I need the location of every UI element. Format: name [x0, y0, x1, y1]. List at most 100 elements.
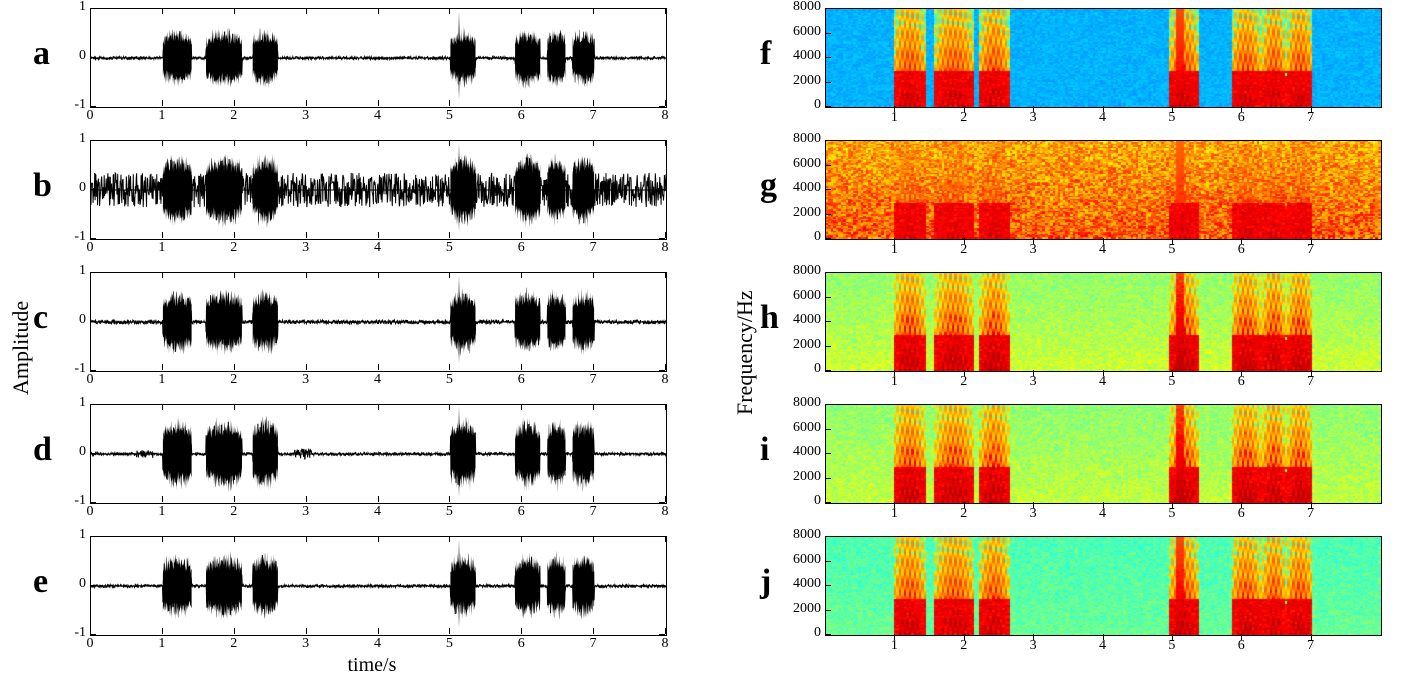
xtick-label: 7 [585, 108, 601, 124]
xtick-label: 1 [886, 506, 902, 522]
xtick-label: 6 [1233, 242, 1249, 258]
ytick-label: 4000 [781, 576, 821, 592]
ytick-label: 0 [781, 493, 821, 509]
xtick-label: 3 [1025, 638, 1041, 654]
xtick-label: 4 [370, 240, 386, 256]
ytick-label: 8000 [781, 131, 821, 147]
xtick-label: 5 [1164, 506, 1180, 522]
xtick-label: 5 [441, 108, 457, 124]
xtick-label: 4 [370, 504, 386, 520]
xtick-label: 2 [956, 110, 972, 126]
xtick-label: 6 [1233, 110, 1249, 126]
spectrogram-plot-f [825, 8, 1382, 108]
waveform-plot-d [90, 404, 667, 504]
xtick-label: 6 [513, 504, 529, 520]
panel-label-h: h [760, 299, 779, 337]
xtick-label: 4 [1095, 506, 1111, 522]
spectrogram-plot-i [825, 404, 1382, 504]
ytick-label: 0 [62, 180, 86, 196]
xtick-label: 3 [298, 372, 314, 388]
xtick-label: 4 [370, 108, 386, 124]
ytick-label: 0 [781, 361, 821, 377]
xtick-label: 3 [1025, 506, 1041, 522]
figure: Amplitude a012345678-101b012345678-101c0… [0, 0, 1414, 695]
xtick-label: 1 [886, 638, 902, 654]
xtick-label: 4 [1095, 110, 1111, 126]
ytick-label: 4000 [781, 48, 821, 64]
waveform-plot-c [90, 272, 667, 372]
ytick-label: 8000 [781, 0, 821, 15]
xtick-label: 4 [1095, 242, 1111, 258]
ytick-label: 2000 [781, 469, 821, 485]
ytick-label: -1 [62, 493, 86, 509]
xtick-label: 5 [1164, 242, 1180, 258]
ytick-label: 0 [62, 48, 86, 64]
ytick-label: 1 [62, 0, 86, 15]
ytick-label: 4000 [781, 444, 821, 460]
xtick-label: 6 [1233, 506, 1249, 522]
xtick-label: 7 [1303, 110, 1319, 126]
ytick-label: -1 [62, 229, 86, 245]
ytick-label: 4000 [781, 180, 821, 196]
xtick-label: 2 [226, 240, 242, 256]
ytick-label: 6000 [781, 156, 821, 172]
xtick-label: 7 [1303, 374, 1319, 390]
waveform-plot-b [90, 140, 667, 240]
panel-label-i: i [760, 431, 769, 469]
ytick-label: 6000 [781, 420, 821, 436]
ytick-label: 0 [781, 625, 821, 641]
xtick-label: 3 [298, 504, 314, 520]
ytick-label: 1 [62, 263, 86, 279]
xtick-label: 4 [1095, 638, 1111, 654]
xtick-label: 4 [1095, 374, 1111, 390]
xtick-label: 5 [441, 372, 457, 388]
ytick-label: -1 [62, 625, 86, 641]
xtick-label: 3 [298, 636, 314, 652]
spectrogram-canvas [826, 405, 1381, 503]
xtick-label: 1 [886, 242, 902, 258]
waveform-plot-e [90, 536, 667, 636]
ytick-label: -1 [62, 97, 86, 113]
xtick-label: 1 [154, 240, 170, 256]
xtick-label: 7 [1303, 242, 1319, 258]
xtick-label: 2 [226, 108, 242, 124]
xtick-label: 2 [956, 638, 972, 654]
ytick-label: 0 [781, 97, 821, 113]
ytick-label: 2000 [781, 601, 821, 617]
xtick-label: 5 [1164, 374, 1180, 390]
spectrogram-plot-h [825, 272, 1382, 372]
xtick-label: 1 [154, 372, 170, 388]
xtick-label: 2 [226, 504, 242, 520]
panel-label-j: j [760, 563, 771, 601]
xtick-label: 6 [513, 636, 529, 652]
ytick-label: -1 [62, 361, 86, 377]
spectrogram-canvas [826, 141, 1381, 239]
xtick-label: 3 [1025, 242, 1041, 258]
ytick-label: 8000 [781, 395, 821, 411]
xtick-label: 6 [1233, 374, 1249, 390]
xtick-label: 1 [154, 504, 170, 520]
xtick-label: 7 [1303, 506, 1319, 522]
left-xlabel: time/s [348, 654, 397, 677]
xtick-label: 5 [441, 240, 457, 256]
ytick-label: 6000 [781, 288, 821, 304]
ytick-label: 0 [62, 312, 86, 328]
ytick-label: 4000 [781, 312, 821, 328]
ytick-label: 8000 [781, 263, 821, 279]
xtick-label: 5 [441, 504, 457, 520]
spectrogram-canvas [826, 9, 1381, 107]
ytick-label: 1 [62, 527, 86, 543]
xtick-label: 1 [154, 108, 170, 124]
xtick-label: 7 [585, 636, 601, 652]
spectrogram-plot-j [825, 536, 1382, 636]
ytick-label: 2000 [781, 337, 821, 353]
xtick-label: 7 [1303, 638, 1319, 654]
ytick-label: 0 [62, 576, 86, 592]
xtick-label: 6 [1233, 638, 1249, 654]
xtick-label: 4 [370, 636, 386, 652]
xtick-label: 2 [226, 372, 242, 388]
xtick-label: 8 [657, 372, 673, 388]
xtick-label: 2 [956, 374, 972, 390]
xtick-label: 8 [657, 240, 673, 256]
xtick-label: 6 [513, 240, 529, 256]
